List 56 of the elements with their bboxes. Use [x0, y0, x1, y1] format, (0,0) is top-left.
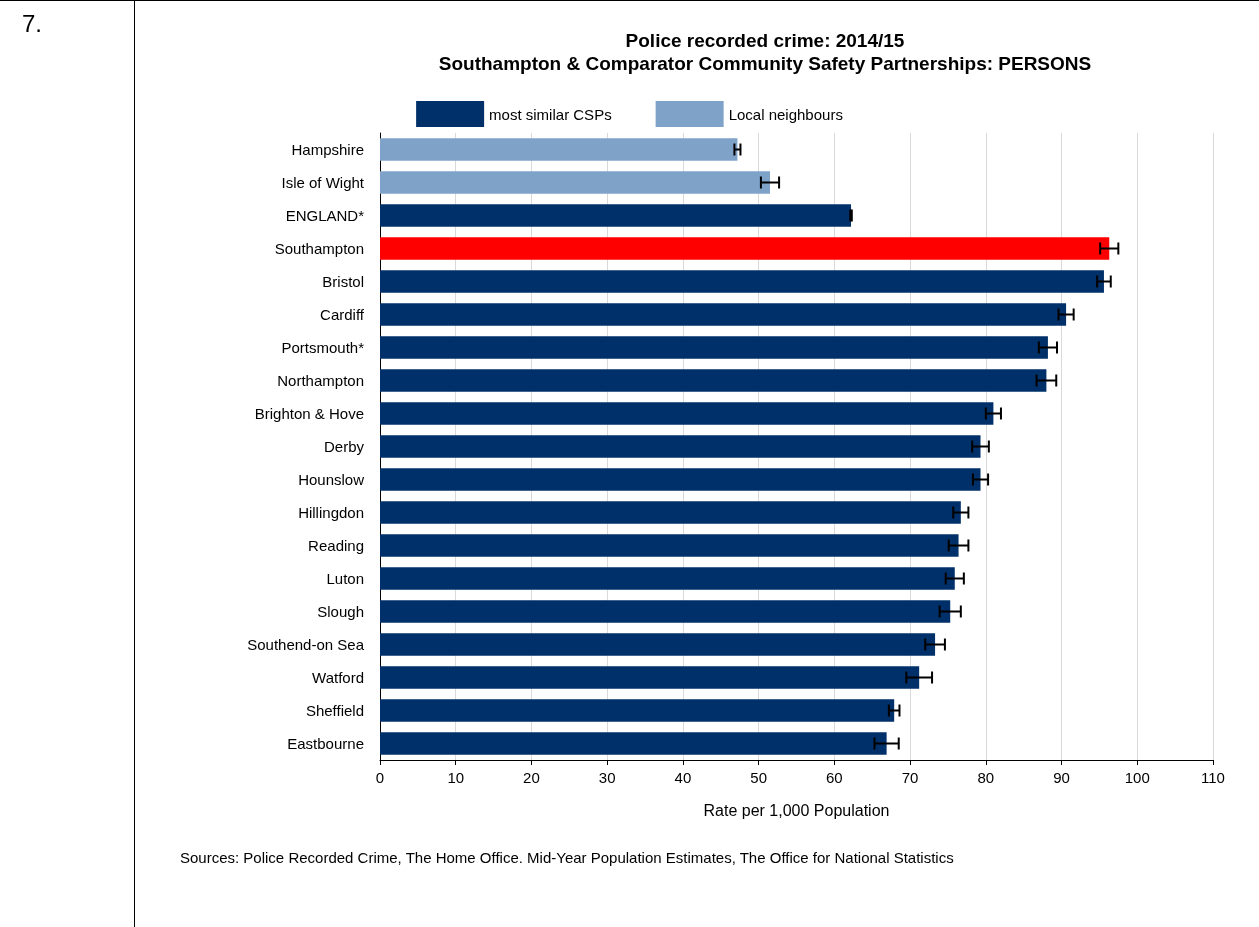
x-tick-label: 80	[977, 769, 995, 786]
y-tick-label: Portsmouth*	[281, 339, 365, 356]
x-tick-label: 90	[1053, 769, 1070, 786]
y-tick-label: ENGLAND*	[285, 207, 365, 224]
x-tick-label: 40	[674, 769, 692, 786]
y-tick-label: Luton	[326, 570, 364, 587]
y-tick-label: Hampshire	[291, 141, 364, 158]
y-tick-label: Eastbourne	[287, 735, 364, 752]
y-tick-label: Hounslow	[298, 471, 365, 488]
x-tick-label: 30	[598, 769, 616, 786]
x-tick-label: 70	[901, 769, 919, 786]
x-tick-label: 50	[750, 769, 767, 786]
bar	[380, 303, 1067, 326]
bar	[380, 633, 936, 656]
y-tick-label: Derby	[323, 438, 365, 455]
legend-label: Local neighbours	[728, 105, 843, 123]
x-tick-label: 100	[1124, 769, 1150, 786]
bar	[380, 402, 994, 425]
y-tick-label: Southampton	[274, 240, 364, 257]
source-note: Sources: Police Recorded Crime, The Home Office. Mid-Year Population Estimates, The Office for National Statistics	[180, 849, 954, 866]
bar	[380, 336, 1048, 359]
y-tick-label: Brighton & Hove	[254, 405, 364, 422]
bar	[380, 534, 959, 557]
bar	[380, 369, 1047, 392]
bar	[380, 237, 1110, 260]
y-tick-label: Isle of Wight	[281, 174, 365, 191]
y-tick-label: Southend-on Sea	[247, 636, 365, 653]
y-tick-label: Sheffield	[305, 702, 364, 719]
legend-label: most similar CSPs	[489, 105, 612, 123]
y-tick-label: Hillingdon	[298, 504, 364, 521]
bar	[380, 468, 981, 491]
bar	[380, 567, 955, 590]
y-tick-label: Cardiff	[320, 306, 365, 323]
y-tick-label: Northampton	[277, 372, 364, 389]
x-tick-label: 20	[523, 769, 540, 786]
bar	[380, 699, 895, 722]
bar	[380, 171, 770, 194]
bar	[380, 600, 951, 623]
x-tick-label: 60	[826, 769, 843, 786]
x-axis-title: Rate per 1,000 Population	[703, 801, 890, 819]
bar	[380, 138, 738, 161]
x-tick-label: 110	[1201, 769, 1225, 786]
chart-subtitle: Southampton & Comparator Community Safety Partnerships: PERSONS	[438, 53, 1092, 74]
bar	[380, 666, 920, 689]
y-tick-label: Reading	[308, 537, 364, 554]
bar	[380, 270, 1104, 293]
bar	[380, 732, 887, 755]
bar	[380, 435, 981, 458]
bar	[380, 501, 961, 524]
text: 7.	[22, 10, 43, 38]
chart-title: Police recorded crime: 2014/15	[625, 30, 905, 51]
y-tick-label: Slough	[317, 603, 364, 620]
x-tick-label: 0	[375, 769, 385, 786]
y-tick-label: Watford	[312, 669, 364, 686]
y-tick-label: Bristol	[322, 273, 364, 290]
x-tick-label: 10	[447, 769, 465, 786]
